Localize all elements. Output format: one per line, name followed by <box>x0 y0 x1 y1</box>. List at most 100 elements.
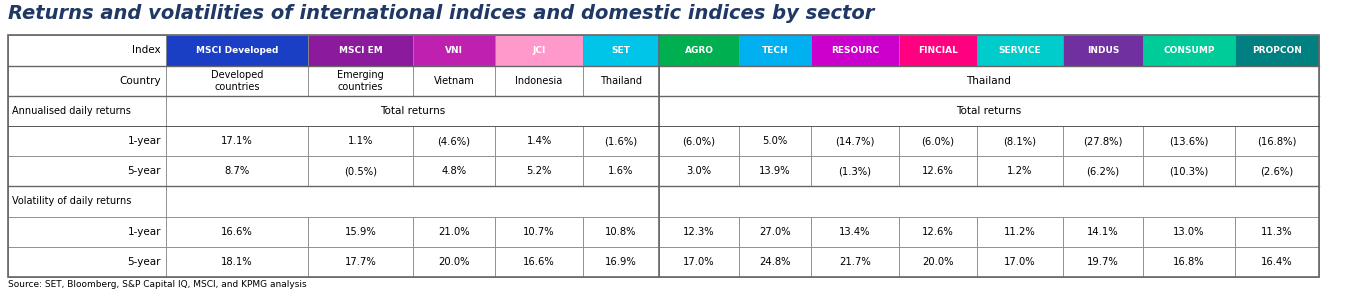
Bar <box>307 156 412 186</box>
Bar <box>8 65 166 96</box>
Bar <box>977 126 1064 156</box>
Bar <box>899 126 977 156</box>
Text: Thailand: Thailand <box>967 76 1011 86</box>
Bar <box>1064 35 1143 65</box>
Text: MSCI EM: MSCI EM <box>338 46 383 55</box>
Bar <box>8 186 166 217</box>
Text: (0.5%): (0.5%) <box>344 166 377 176</box>
Bar <box>582 247 659 277</box>
Bar <box>1235 35 1318 65</box>
Bar <box>582 126 659 156</box>
Text: 21.7%: 21.7% <box>838 257 871 267</box>
Text: 19.7%: 19.7% <box>1086 257 1119 267</box>
Text: Index: Index <box>132 45 160 55</box>
Bar <box>166 35 307 65</box>
Bar <box>582 65 659 96</box>
Text: Indonesia: Indonesia <box>515 76 562 86</box>
Text: (2.6%): (2.6%) <box>1260 166 1294 176</box>
Bar <box>977 156 1064 186</box>
Text: 16.9%: 16.9% <box>605 257 636 267</box>
Bar <box>495 126 582 156</box>
Bar <box>495 156 582 186</box>
Bar <box>1143 247 1235 277</box>
Text: (16.8%): (16.8%) <box>1258 136 1297 146</box>
Bar <box>166 65 307 96</box>
Bar <box>811 156 899 186</box>
Text: 3.0%: 3.0% <box>686 166 712 176</box>
Bar <box>811 247 899 277</box>
Bar <box>659 96 1318 126</box>
Bar <box>495 65 582 96</box>
Bar <box>1235 247 1318 277</box>
Text: 11.2%: 11.2% <box>1004 227 1035 237</box>
Text: Total returns: Total returns <box>956 106 1022 116</box>
Bar <box>811 126 899 156</box>
Text: Volatility of daily returns: Volatility of daily returns <box>12 196 131 206</box>
Bar <box>166 186 659 217</box>
Text: (4.6%): (4.6%) <box>438 136 470 146</box>
Bar <box>659 126 739 156</box>
Text: SET: SET <box>612 46 631 55</box>
Text: 20.0%: 20.0% <box>922 257 954 267</box>
Text: 1-year: 1-year <box>128 227 160 237</box>
Text: 16.6%: 16.6% <box>221 227 253 237</box>
Text: 5-year: 5-year <box>128 166 160 176</box>
Text: CONSUMP: CONSUMP <box>1163 46 1215 55</box>
Bar <box>495 247 582 277</box>
Text: RESOURC: RESOURC <box>830 46 879 55</box>
Text: Thailand: Thailand <box>600 76 642 86</box>
Bar <box>811 217 899 247</box>
Text: (10.3%): (10.3%) <box>1169 166 1209 176</box>
Text: 12.6%: 12.6% <box>922 166 954 176</box>
Text: 1.1%: 1.1% <box>348 136 373 146</box>
Bar <box>1143 126 1235 156</box>
Text: 1.6%: 1.6% <box>608 166 634 176</box>
Text: (13.6%): (13.6%) <box>1169 136 1209 146</box>
Text: 17.0%: 17.0% <box>1004 257 1035 267</box>
Bar <box>412 35 495 65</box>
Bar <box>166 247 307 277</box>
Text: AGRO: AGRO <box>685 46 713 55</box>
Bar <box>659 65 1318 96</box>
Text: 13.4%: 13.4% <box>840 227 871 237</box>
Text: TECH: TECH <box>762 46 789 55</box>
Text: Source: SET, Bloomberg, S&P Capital IQ, MSCI, and KPMG analysis: Source: SET, Bloomberg, S&P Capital IQ, … <box>8 280 306 289</box>
Bar <box>659 247 739 277</box>
Bar <box>739 217 811 247</box>
Text: 12.6%: 12.6% <box>922 227 954 237</box>
Text: 5.2%: 5.2% <box>526 166 551 176</box>
Bar <box>166 156 307 186</box>
Text: 10.7%: 10.7% <box>523 227 555 237</box>
Bar <box>659 35 739 65</box>
Bar <box>8 217 166 247</box>
Bar <box>8 35 1318 277</box>
Text: 5.0%: 5.0% <box>763 136 787 146</box>
Text: INDUS: INDUS <box>1086 46 1119 55</box>
Bar <box>8 96 166 126</box>
Text: Returns and volatilities of international indices and domestic indices by sector: Returns and volatilities of internationa… <box>8 4 875 23</box>
Text: 17.1%: 17.1% <box>221 136 253 146</box>
Text: 17.7%: 17.7% <box>345 257 376 267</box>
Text: 15.9%: 15.9% <box>345 227 376 237</box>
Text: 1.2%: 1.2% <box>1007 166 1033 176</box>
Text: 10.8%: 10.8% <box>605 227 636 237</box>
Bar <box>582 35 659 65</box>
Text: Total returns: Total returns <box>380 106 445 116</box>
Bar <box>412 126 495 156</box>
Bar <box>739 35 811 65</box>
Bar <box>1235 217 1318 247</box>
Text: Developed
countries: Developed countries <box>210 70 263 91</box>
Text: 18.1%: 18.1% <box>221 257 253 267</box>
Bar <box>8 35 166 65</box>
Text: 27.0%: 27.0% <box>759 227 791 237</box>
Text: 4.8%: 4.8% <box>441 166 466 176</box>
Bar <box>899 156 977 186</box>
Bar <box>582 156 659 186</box>
Text: 13.9%: 13.9% <box>759 166 791 176</box>
Text: Country: Country <box>120 76 160 86</box>
Bar <box>495 35 582 65</box>
Bar <box>166 217 307 247</box>
Text: (1.6%): (1.6%) <box>604 136 638 146</box>
Text: 24.8%: 24.8% <box>759 257 791 267</box>
Bar <box>307 35 412 65</box>
